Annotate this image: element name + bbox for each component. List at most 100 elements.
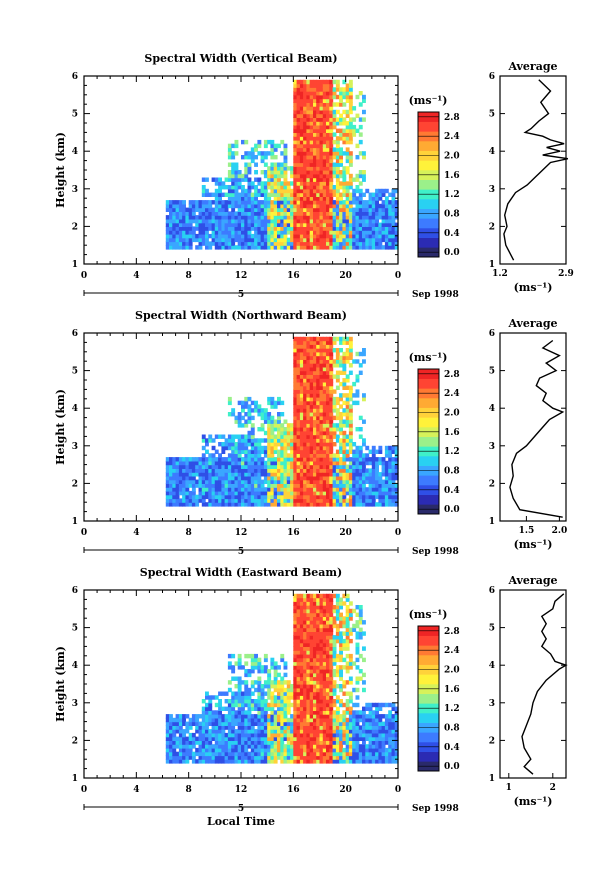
heatmap-cell xyxy=(263,475,268,481)
heatmap-cell xyxy=(332,457,337,462)
heatmap-cell xyxy=(221,732,226,738)
heatmap-cell xyxy=(241,680,245,685)
heatmap-cell xyxy=(299,498,304,503)
heatmap-cell xyxy=(355,359,360,364)
heatmap-cell xyxy=(316,132,321,137)
heatmap-cell xyxy=(309,155,314,160)
heatmap-cell xyxy=(234,170,239,175)
heatmap-cell xyxy=(247,211,252,216)
heatmap-cell xyxy=(299,359,304,364)
heatmap-cell xyxy=(277,237,281,243)
heatmap-cell xyxy=(231,211,236,216)
heatmap-cell xyxy=(313,207,317,212)
heatmap-cell xyxy=(227,729,232,734)
heatmap-cell xyxy=(277,468,281,473)
heatmap-cell xyxy=(293,419,298,424)
heatmap-cell xyxy=(384,494,389,500)
heatmap-cell xyxy=(267,177,272,182)
heatmap-cell xyxy=(283,181,288,186)
average-y-tick-label: 4 xyxy=(489,404,495,414)
heatmap-cell xyxy=(205,203,209,209)
heatmap-cell xyxy=(231,203,236,209)
heatmap-cell xyxy=(319,351,324,357)
heatmap-cell xyxy=(198,487,203,492)
heatmap-cell xyxy=(309,706,314,711)
heatmap-cell xyxy=(231,475,236,481)
heatmap-cell xyxy=(296,635,301,640)
heatmap-cell xyxy=(355,188,360,194)
heatmap-cell xyxy=(322,653,327,659)
heatmap-cell xyxy=(178,207,183,212)
heatmap-cell xyxy=(169,740,173,745)
heatmap-cell xyxy=(306,744,311,749)
heatmap-cell xyxy=(306,132,311,137)
heatmap-cell xyxy=(195,736,200,741)
heatmap-cell xyxy=(260,494,265,500)
heatmap-cell xyxy=(316,601,321,606)
heatmap-cell xyxy=(172,759,177,764)
heatmap-cell xyxy=(335,427,340,432)
heatmap-cell xyxy=(250,233,255,239)
heatmap-cell xyxy=(273,721,278,726)
heatmap-cell xyxy=(339,438,343,443)
y-tick-label: 2 xyxy=(72,479,78,489)
heatmap-cell xyxy=(306,196,311,201)
heatmap-cell xyxy=(329,188,334,194)
heatmap-cell xyxy=(247,457,252,462)
heatmap-cell xyxy=(339,490,343,496)
heatmap-cell xyxy=(185,751,190,757)
heatmap-cell xyxy=(381,490,386,496)
heatmap-cell xyxy=(227,396,232,402)
heatmap-cell xyxy=(273,404,278,409)
heatmap-cell xyxy=(290,203,294,209)
heatmap-cell xyxy=(322,79,327,85)
heatmap-cell xyxy=(335,490,340,496)
heatmap-cell xyxy=(339,87,343,92)
heatmap-cell xyxy=(316,457,321,462)
heatmap-cell xyxy=(293,162,298,167)
heatmap-cell xyxy=(280,759,285,764)
heatmap-cell xyxy=(306,147,311,152)
heatmap-cell xyxy=(257,460,262,466)
heatmap-cell xyxy=(273,445,278,451)
heatmap-cell xyxy=(250,744,255,749)
heatmap-cell xyxy=(250,498,255,503)
heatmap-cell xyxy=(182,468,186,473)
heatmap-cell xyxy=(309,453,314,458)
heatmap-cell xyxy=(313,699,317,704)
heatmap-cell xyxy=(342,241,347,246)
heatmap-cell xyxy=(280,717,285,723)
heatmap-cell xyxy=(286,427,291,432)
heatmap-cell xyxy=(355,487,360,492)
heatmap-cell xyxy=(254,188,258,194)
heatmap-cell xyxy=(309,351,314,357)
heatmap-cell xyxy=(309,732,314,738)
heatmap-cell xyxy=(319,498,324,503)
heatmap-cell xyxy=(237,657,242,663)
heatmap-cell xyxy=(247,759,252,764)
heatmap-cell xyxy=(280,755,285,760)
heatmap-cell xyxy=(319,374,324,379)
heatmap-cell xyxy=(358,351,363,357)
heatmap-cell xyxy=(326,348,330,353)
heatmap-cell xyxy=(241,200,245,205)
heatmap-cell xyxy=(241,177,245,182)
heatmap-cell xyxy=(277,672,281,678)
heatmap-cell xyxy=(348,363,353,368)
heatmap-cell xyxy=(169,744,173,749)
heatmap-cell xyxy=(283,472,288,477)
heatmap-cell xyxy=(270,181,275,186)
heatmap-cell xyxy=(296,593,301,599)
heatmap-cell xyxy=(326,755,330,760)
heatmap-cell xyxy=(286,755,291,760)
heatmap-cell xyxy=(221,721,226,726)
heatmap-cell xyxy=(214,457,219,462)
heatmap-cell xyxy=(335,233,340,239)
heatmap-cell xyxy=(332,200,337,205)
heatmap-cell xyxy=(247,230,252,235)
heatmap-cell xyxy=(306,83,311,88)
heatmap-cell xyxy=(368,230,373,235)
heatmap-cell xyxy=(309,415,314,421)
heatmap-cell xyxy=(332,147,337,152)
heatmap-cell xyxy=(250,468,255,473)
